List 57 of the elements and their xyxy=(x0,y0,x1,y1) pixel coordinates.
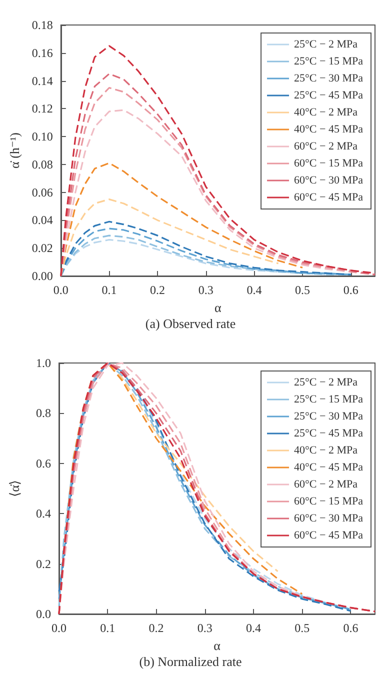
legend-label: 40°C − 45 MPa xyxy=(294,462,364,474)
y-tick-label: 0.0 xyxy=(36,607,51,621)
x-tick-label: 0.4 xyxy=(246,283,262,297)
legend-label: 60°C − 30 MPa xyxy=(294,174,364,186)
y-tick-label: 0.16 xyxy=(32,46,53,60)
y-tick-label: 0.18 xyxy=(32,18,53,32)
y-tick-label: 0.00 xyxy=(32,269,53,283)
x-tick-label: 0.1 xyxy=(102,283,117,297)
y-tick-label: 0.02 xyxy=(32,241,53,256)
x-tick-label: 0.0 xyxy=(52,621,66,635)
legend-label: 60°C − 45 MPa xyxy=(294,192,364,204)
y-tick-label: 1.0 xyxy=(36,356,51,370)
y-tick-label: 0.12 xyxy=(32,102,53,116)
y-axis-title: ⟨α̇⟩ xyxy=(7,480,22,497)
x-tick-label: 0.5 xyxy=(294,621,310,635)
x-tick-label: 0.1 xyxy=(100,621,116,635)
x-axis-title: α xyxy=(214,300,222,315)
legend-label: 25°C − 30 MPa xyxy=(294,72,364,84)
x-tick-label: 0.5 xyxy=(295,283,310,297)
x-tick-label: 0.3 xyxy=(198,283,214,297)
x-axis-title: α xyxy=(214,638,221,653)
x-tick-label: 0.0 xyxy=(53,283,68,297)
text: (b) Normalized rate xyxy=(139,654,242,669)
y-tick-label: 0.8 xyxy=(36,406,51,420)
text: (a) Observed rate xyxy=(145,316,236,331)
legend-label: 60°C − 15 MPa xyxy=(294,496,364,508)
legend-label: 25°C − 2 MPa xyxy=(294,376,358,388)
legend-label: 40°C − 45 MPa xyxy=(294,124,364,136)
legend-label: 60°C − 2 MPa xyxy=(294,478,358,490)
x-tick-label: 0.3 xyxy=(197,621,212,635)
y-tick-label: 0.04 xyxy=(32,213,53,228)
legend-label: 40°C − 2 MPa xyxy=(294,444,358,456)
legend-label: 25°C − 2 MPa xyxy=(294,38,358,50)
legend-label: 60°C − 30 MPa xyxy=(294,512,364,524)
x-tick-label: 0.2 xyxy=(148,621,164,635)
y-tick-label: 0.4 xyxy=(36,506,51,521)
legend-label: 40°C − 2 MPa xyxy=(294,106,358,118)
y-tick-label: 0.06 xyxy=(32,185,53,200)
legend-label: 25°C − 45 MPa xyxy=(294,428,364,440)
legend-label: 25°C − 15 MPa xyxy=(294,56,364,68)
y-tick-label: 0.10 xyxy=(32,130,53,144)
legend-label: 60°C − 2 MPa xyxy=(294,140,358,152)
legend-label: 60°C − 45 MPa xyxy=(294,530,364,542)
y-tick-label: 0.2 xyxy=(36,556,51,571)
y-tick-label: 0.6 xyxy=(36,456,51,470)
line-series xyxy=(60,198,280,277)
x-tick-label: 0.6 xyxy=(343,283,358,297)
y-tick-label: 0.14 xyxy=(32,74,53,88)
legend-label: 60°C − 15 MPa xyxy=(294,158,364,170)
y-axis-title: α̇ (h⁻¹) xyxy=(7,132,22,168)
legend-label: 25°C − 15 MPa xyxy=(294,394,364,406)
y-tick-label: 0.08 xyxy=(32,157,53,172)
x-tick-label: 0.2 xyxy=(150,283,166,297)
legend-label: 25°C − 30 MPa xyxy=(294,410,364,422)
x-tick-label: 0.4 xyxy=(246,621,261,635)
legend-label: 25°C − 45 MPa xyxy=(294,90,364,102)
x-tick-label: 0.6 xyxy=(343,621,358,635)
